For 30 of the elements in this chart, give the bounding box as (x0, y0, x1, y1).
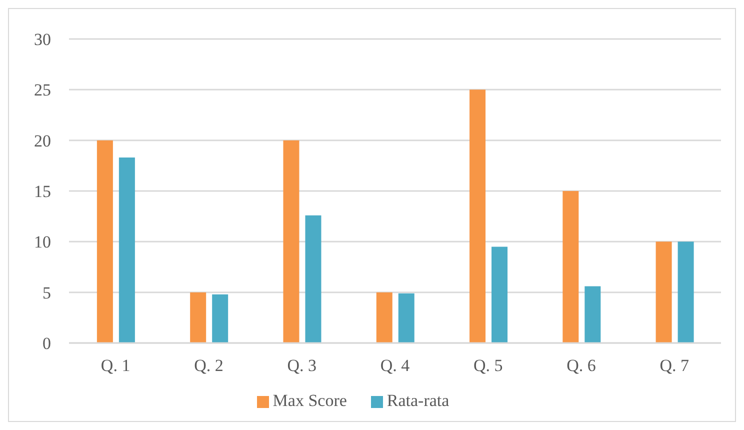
x-tick-label: Q. 5 (474, 356, 503, 376)
y-tick-label: 25 (34, 80, 51, 100)
x-tick-label: Q. 1 (100, 356, 130, 376)
legend-label: Max Score (272, 391, 347, 410)
y-tick-label: 0 (42, 334, 51, 354)
x-tick-label: Q. 2 (194, 356, 224, 376)
legend-label: Rata-rata (386, 391, 450, 410)
x-tick-label: Q. 4 (380, 356, 410, 376)
bar (118, 158, 135, 343)
bar (212, 294, 228, 343)
bar (283, 140, 300, 343)
bar (492, 246, 508, 343)
x-tick-label: Q. 7 (660, 356, 690, 376)
y-tick-label: 10 (34, 232, 51, 252)
bar (562, 191, 579, 343)
bar (584, 286, 601, 343)
x-tick-label: Q. 3 (287, 356, 316, 376)
bar (190, 292, 206, 343)
y-tick-label: 15 (34, 182, 51, 202)
bar (305, 215, 322, 343)
bar (656, 242, 672, 343)
y-tick-label: 20 (34, 131, 51, 150)
bar (470, 90, 486, 343)
y-tick-label: 5 (42, 283, 51, 302)
bar (398, 293, 414, 343)
x-tick-label: Q. 6 (566, 356, 596, 376)
bar (96, 140, 113, 343)
bar (376, 292, 392, 343)
bar (678, 242, 694, 343)
y-tick-label: 30 (34, 30, 51, 50)
